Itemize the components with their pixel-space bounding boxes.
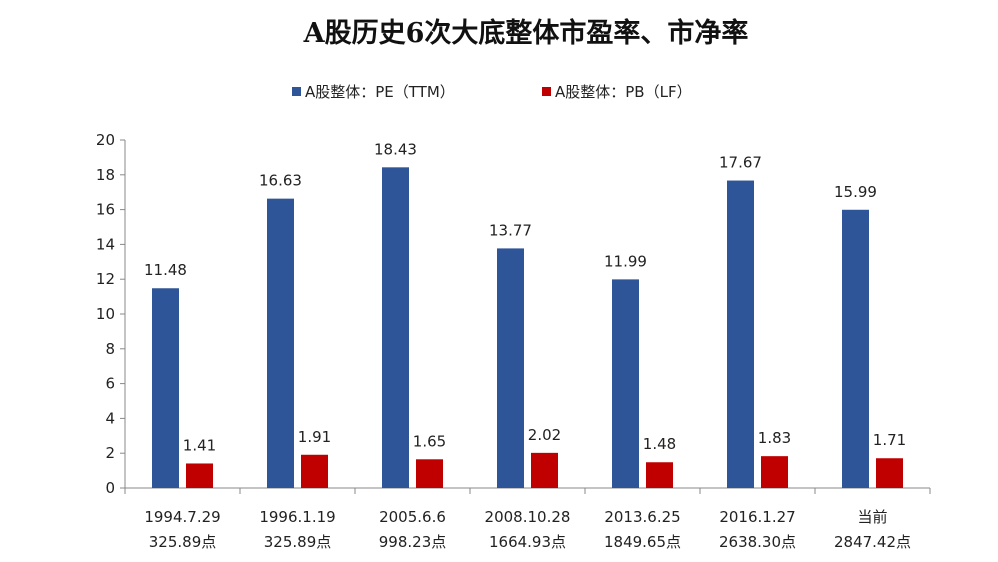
- y-tick-label: 20: [96, 131, 115, 149]
- pb-data-label: 2.02: [528, 426, 561, 444]
- x-tick-label-date: 2005.6.6: [379, 508, 446, 526]
- pb-data-label: 1.83: [758, 429, 791, 447]
- pb-data-label: 1.65: [413, 432, 446, 450]
- pe-data-label: 11.48: [144, 261, 187, 279]
- x-tick-label-date: 1996.1.19: [259, 508, 335, 526]
- pb-bar: [416, 459, 443, 488]
- legend-swatch: [292, 87, 301, 96]
- x-tick-label-date: 2013.6.25: [604, 508, 680, 526]
- legend: A股整体：PE（TTM） A股整体：PB（LF）: [292, 83, 692, 101]
- legend-label: A股整体：PE（TTM）: [305, 83, 455, 101]
- pe-data-label: 11.99: [604, 252, 647, 270]
- pb-data-label: 1.71: [873, 431, 906, 449]
- pb-bar: [761, 456, 788, 488]
- x-tick-label-index: 325.89点: [149, 533, 217, 551]
- pe-data-label: 17.67: [719, 154, 762, 172]
- y-tick-label: 16: [96, 201, 115, 219]
- x-tick-label-date: 2008.10.28: [485, 508, 571, 526]
- x-tick-label-date: 当前: [857, 508, 887, 526]
- pb-data-label: 1.41: [183, 436, 216, 454]
- pe-data-label: 13.77: [489, 221, 532, 239]
- y-tick-label: 18: [96, 166, 115, 184]
- legend-label: A股整体：PB（LF）: [555, 83, 692, 101]
- pb-bar: [646, 462, 673, 488]
- pe-bar: [727, 180, 754, 489]
- pe-data-label: 16.63: [259, 172, 302, 190]
- pe-bar: [842, 209, 869, 489]
- pb-bar: [531, 452, 558, 488]
- chart-title: A股历史6次大底整体市盈率、市净率: [303, 17, 749, 49]
- pb-data-label: 1.48: [643, 435, 676, 453]
- x-tick-label-index: 2847.42点: [834, 533, 911, 551]
- bars: 11.48 16.63 18.43 13.77 11.99 17.67 15.99 1.41 1…: [144, 140, 906, 489]
- y-tick-label: 8: [105, 340, 115, 358]
- y-tick-label: 6: [105, 375, 115, 393]
- pb-data-label: 1.91: [298, 428, 331, 446]
- pe-bar: [497, 248, 524, 488]
- x-tick-label-date: 2016.1.27: [719, 508, 795, 526]
- pb-bar: [301, 454, 328, 488]
- pe-bar: [267, 198, 294, 488]
- y-tick-label: 0: [105, 479, 115, 497]
- legend-swatch: [542, 87, 551, 96]
- pe-data-label: 18.43: [374, 140, 417, 158]
- y-tick-label: 12: [96, 270, 115, 288]
- pe-bar: [152, 288, 179, 488]
- x-tick-label-index: 998.23点: [379, 533, 447, 551]
- y-tick-label: 4: [105, 409, 115, 427]
- axes: 0 2 4 6 8 10 12 14 16 18 20 1994.7.29 325.89点 1996.1.…: [96, 131, 931, 551]
- x-tick-label-index: 2638.30点: [719, 533, 796, 551]
- x-tick-label-index: 1849.65点: [604, 533, 681, 551]
- x-tick-label-index: 325.89点: [264, 533, 332, 551]
- pe-bar: [612, 279, 639, 488]
- pe-data-label: 15.99: [834, 183, 877, 201]
- pb-bar: [876, 458, 903, 488]
- y-tick-label: 14: [96, 235, 115, 253]
- y-tick-label: 2: [105, 444, 115, 462]
- x-tick-label-date: 1994.7.29: [144, 508, 220, 526]
- x-tick-label-index: 1664.93点: [489, 533, 566, 551]
- pb-bar: [186, 463, 213, 488]
- y-tick-label: 10: [96, 305, 115, 323]
- pe-bar: [382, 167, 409, 488]
